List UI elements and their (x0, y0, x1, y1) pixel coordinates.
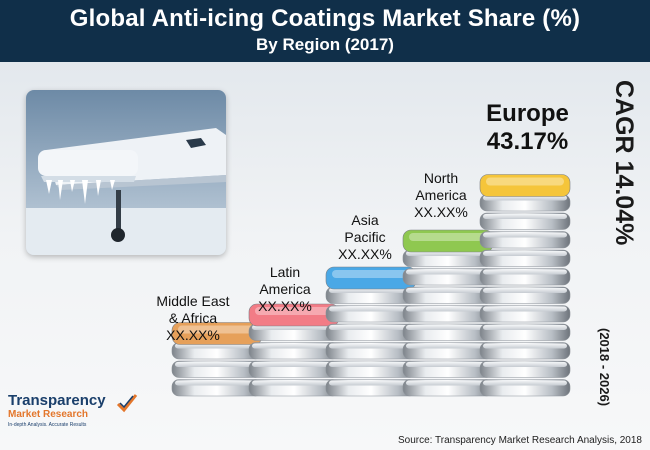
aircraft-de-icing-photo (26, 90, 226, 255)
bar-disc-highlight (175, 380, 259, 386)
bar-disc-highlight (406, 343, 490, 349)
cagr-period: (2018 - 2026) (597, 328, 612, 407)
bar-disc-highlight (406, 306, 490, 312)
category-label: & Africa (168, 310, 218, 326)
source-note: Source: Transparency Market Research Ana… (397, 435, 642, 446)
category-label: America (259, 281, 311, 297)
category-label: Middle East (156, 293, 230, 309)
chart-title: Global Anti-icing Coatings Market Share … (69, 5, 581, 32)
bar-disc-highlight (329, 325, 413, 330)
bar-disc-highlight (329, 362, 413, 367)
bar-disc-highlight (483, 306, 567, 312)
value-label: 43.17% (486, 128, 569, 155)
bar-disc-highlight (483, 343, 567, 349)
company-logo: Transparency Market Research In-depth An… (8, 392, 138, 442)
logo-tagline: In-depth Analysis. Accurate Results (8, 422, 87, 428)
bar-label-north-america: North America XX.XX% (396, 170, 486, 221)
chart-subtitle: By Region (2017) (256, 35, 394, 54)
bar-disc-highlight (252, 343, 336, 349)
bar-disc-highlight (483, 269, 567, 275)
value-label: XX.XX% (414, 204, 468, 220)
bar-disc-highlight (406, 362, 490, 367)
bar-disc-highlight (483, 232, 567, 238)
cagr-panel: CAGR 14.04% (2018 - 2026) (597, 80, 646, 406)
bar-disc-highlight (252, 380, 336, 386)
bar-cap-shine (332, 270, 410, 278)
value-label: XX.XX% (338, 246, 392, 262)
bar-cap (479, 174, 571, 197)
bar-disc-highlight (483, 325, 567, 330)
bar-latin-america (248, 303, 340, 397)
bar-asia-pacific (325, 266, 417, 397)
bar-label-middle-east-africa: Middle East & Africa XX.XX% (138, 293, 248, 344)
chart-header: Global Anti-icing Coatings Market Share … (0, 0, 650, 62)
bar-disc-highlight (329, 306, 413, 312)
bar-north-america (402, 229, 494, 397)
logo-name-line2: Market Research (8, 409, 89, 420)
value-label: XX.XX% (166, 327, 220, 343)
bar-disc-highlight (406, 288, 490, 293)
cagr-value: CAGR 14.04% (610, 80, 638, 246)
bar-disc-highlight (406, 325, 490, 330)
bar-europe (479, 174, 571, 397)
bar-cap-shine (178, 325, 256, 334)
bar-label-latin-america: Latin America XX.XX% (240, 264, 330, 315)
category-label: Latin (269, 264, 301, 280)
bar-disc-highlight (483, 288, 567, 293)
category-label: Europe (486, 100, 569, 127)
bar-cap-shine (486, 177, 564, 186)
bar-disc-highlight (483, 214, 567, 219)
bar-cap-shine (409, 233, 487, 241)
bar-disc-highlight (329, 343, 413, 349)
bar-disc-highlight (406, 380, 490, 386)
bar-disc-highlight (483, 251, 567, 256)
category-label: Asia (351, 212, 379, 228)
value-label: XX.XX% (258, 298, 312, 314)
logo-name-line1: Transparency (8, 392, 106, 409)
bar-disc-highlight (252, 362, 336, 367)
bar-disc-highlight (483, 380, 567, 386)
checkmark-icon (116, 394, 138, 413)
category-label: America (415, 187, 467, 203)
bar-disc-highlight (406, 269, 490, 275)
bar-label-asia-pacific: Asia Pacific XX.XX% (320, 212, 410, 263)
category-label: Pacific (344, 229, 386, 245)
bar-disc-highlight (329, 380, 413, 386)
bar-disc-highlight (483, 362, 567, 367)
category-label: North (423, 170, 459, 186)
bar-disc-highlight (175, 362, 259, 367)
bar-cap-shine (255, 307, 333, 315)
bar-label-europe: Europe 43.17% (460, 100, 595, 156)
